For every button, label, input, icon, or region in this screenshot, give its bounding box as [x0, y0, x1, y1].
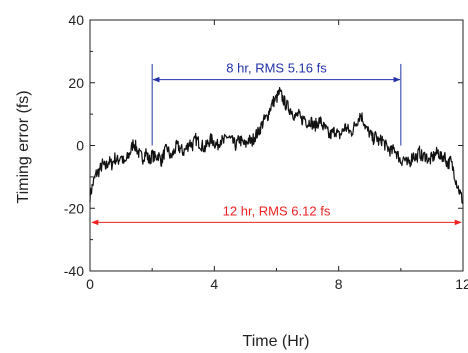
x-axis-title: Time (Hr) [243, 333, 310, 350]
y-axis-ticks: -40 -20 0 20 40 [64, 12, 463, 279]
y-tick-label: 40 [68, 12, 84, 28]
plot-area-frame [89, 19, 464, 272]
series-line-timing-error [89, 86, 464, 204]
y-tick-label: -20 [64, 200, 84, 216]
annotation-label: 12 hr, RMS 6.12 fs [223, 203, 331, 218]
x-tick-label: 4 [210, 276, 218, 292]
y-axis-title: Timing error (fs) [15, 90, 32, 203]
annotation-label: 8 hr, RMS 5.16 fs [226, 61, 327, 76]
y-tick-label: -40 [64, 263, 84, 279]
annotations-layer: 8 hr, RMS 5.16 fs 12 hr, RMS 6.12 fs [91, 61, 462, 226]
x-tick-label: 0 [86, 276, 94, 292]
x-axis-ticks: 0 4 8 12 [86, 20, 468, 292]
x-tick-label: 12 [455, 276, 468, 292]
y-tick-label: 20 [68, 75, 84, 91]
x-tick-label: 8 [335, 276, 343, 292]
y-tick-label: 0 [76, 138, 84, 154]
